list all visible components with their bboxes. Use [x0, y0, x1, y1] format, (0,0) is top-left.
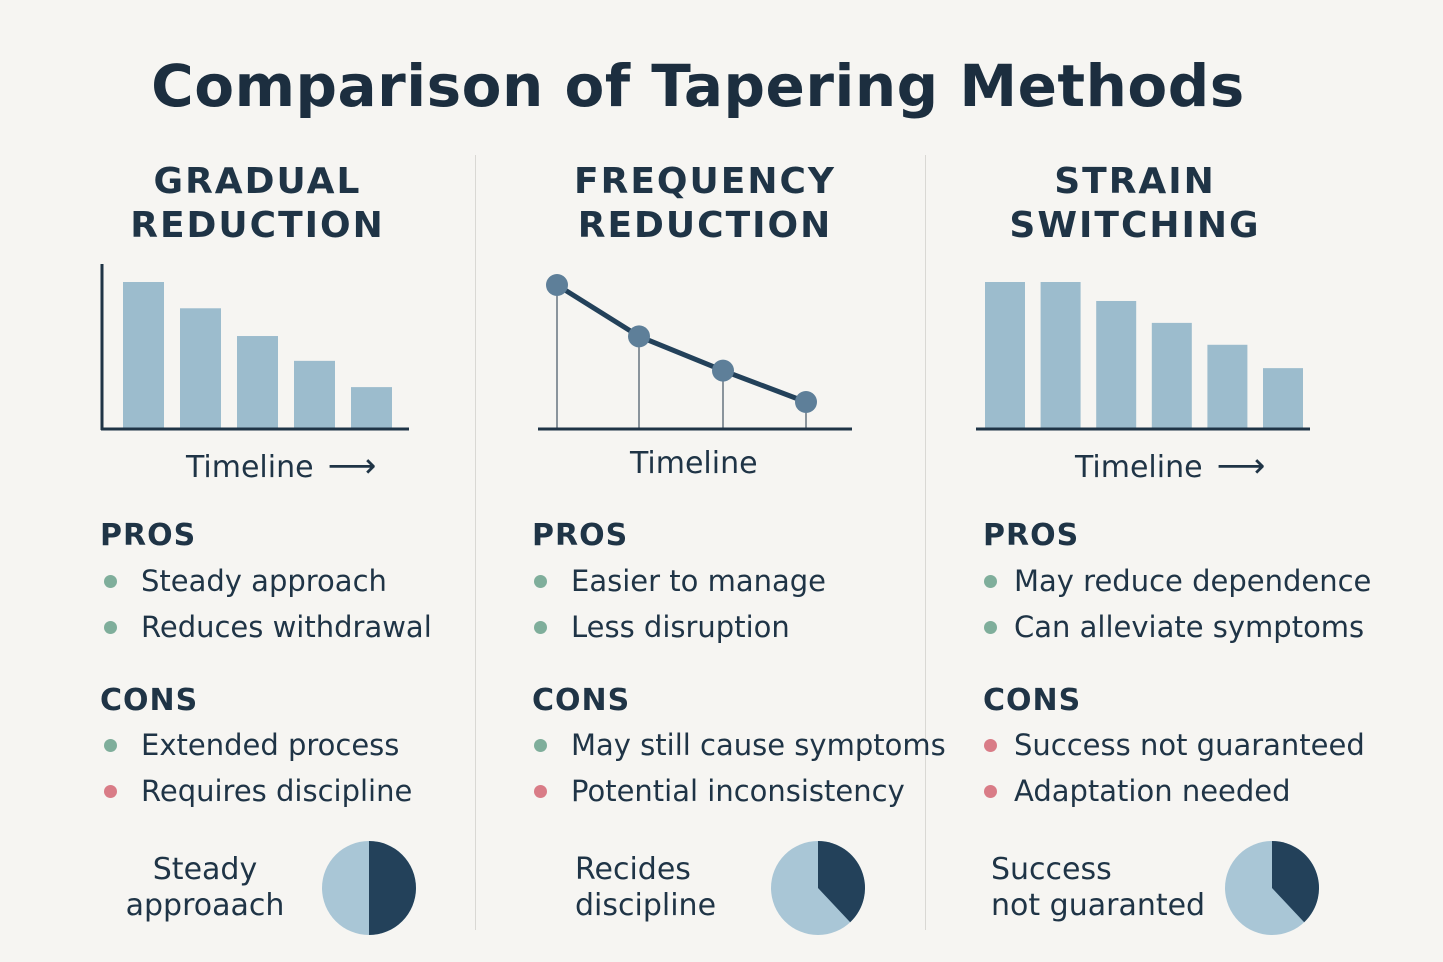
pie-slice-dark [818, 841, 865, 923]
pros-item: Easier to manage [534, 564, 826, 598]
strain-switching-bar-chart [976, 282, 1310, 431]
pros-item: Steady approach [104, 564, 387, 598]
bullet-dot-icon [534, 784, 547, 798]
bullet-dot-icon [984, 574, 997, 588]
right-arrow-icon: ⟶ [327, 446, 377, 486]
cons-item: May still cause symptoms [534, 728, 946, 762]
frequency-reduction-line-chart [538, 274, 852, 431]
column-divider [925, 155, 926, 930]
bullet-dot-icon [984, 784, 997, 798]
data-point [628, 325, 650, 348]
chart-bar [180, 308, 221, 428]
bullet-dot-icon [104, 738, 117, 752]
bullet-dot-icon [104, 620, 117, 634]
pros-item: Can alleviate symptoms [984, 610, 1364, 644]
timeline-label: Timeline ⟶ [186, 446, 376, 486]
timeline-text: Timeline [186, 450, 314, 485]
data-point [712, 359, 734, 382]
summary-pie-chart [1225, 841, 1319, 935]
pros-heading: PROS [983, 518, 1080, 553]
bullet-dot-icon [984, 738, 997, 752]
series-line [554, 282, 809, 405]
summary-note: Steady approaach [125, 852, 285, 923]
cons-heading: CONS [983, 683, 1082, 718]
timeline-text: Timeline [1075, 450, 1203, 485]
method-title: GRADUAL REDUCTION [130, 161, 385, 246]
cons-heading: CONS [100, 683, 199, 718]
chart-bar [1207, 344, 1248, 428]
data-point [546, 274, 568, 296]
pros-item: Less disruption [534, 610, 790, 644]
column-divider [475, 155, 476, 930]
summary-note: Recides discipline [575, 852, 717, 923]
chart-bar [123, 282, 164, 428]
summary-pie-chart [322, 841, 416, 935]
bullet-dot-icon [534, 574, 547, 588]
timeline-label: Timeline [630, 446, 758, 481]
pros-item: Reduces withdrawal [104, 610, 432, 644]
summary-pie-chart [771, 841, 865, 935]
bullet-dot-icon [534, 738, 547, 752]
cons-heading: CONS [532, 683, 631, 718]
chart-bar [985, 282, 1025, 428]
pros-heading: PROS [100, 518, 197, 553]
cons-item: Success not guaranteed [984, 728, 1365, 762]
chart-bar [294, 360, 335, 428]
cons-item: Requires discipline [104, 774, 412, 808]
bullet-dot-icon [534, 620, 547, 634]
pie-slice-dark [1272, 841, 1319, 923]
chart-bar [1151, 322, 1192, 428]
method-title: STRAIN SWITCHING [1009, 161, 1261, 246]
cons-item: Potential inconsistency [534, 774, 905, 808]
pros-item: May reduce dependence [984, 564, 1371, 598]
chart-bar [351, 387, 392, 428]
chart-bar [1040, 282, 1081, 428]
timeline-text: Timeline [630, 446, 758, 481]
chart-bar [1263, 368, 1303, 428]
bullet-dot-icon [104, 784, 117, 798]
data-point [795, 391, 817, 413]
chart-bar [237, 336, 278, 428]
page-title: Comparison of Tapering Methods [151, 52, 1245, 120]
bullet-dot-icon [104, 574, 117, 588]
gradual-reduction-bar-chart [100, 264, 409, 431]
right-arrow-icon: ⟶ [1216, 446, 1266, 486]
timeline-label: Timeline ⟶ [1075, 446, 1265, 486]
bullet-dot-icon [984, 620, 997, 634]
pros-heading: PROS [532, 518, 629, 553]
summary-note: Success not guaranted [991, 852, 1206, 923]
cons-item: Adaptation needed [984, 774, 1291, 808]
pie-slice-dark [369, 841, 416, 935]
method-title: FREQUENCY REDUCTION [574, 161, 836, 246]
cons-item: Extended process [104, 728, 399, 762]
chart-bar [1096, 300, 1137, 428]
